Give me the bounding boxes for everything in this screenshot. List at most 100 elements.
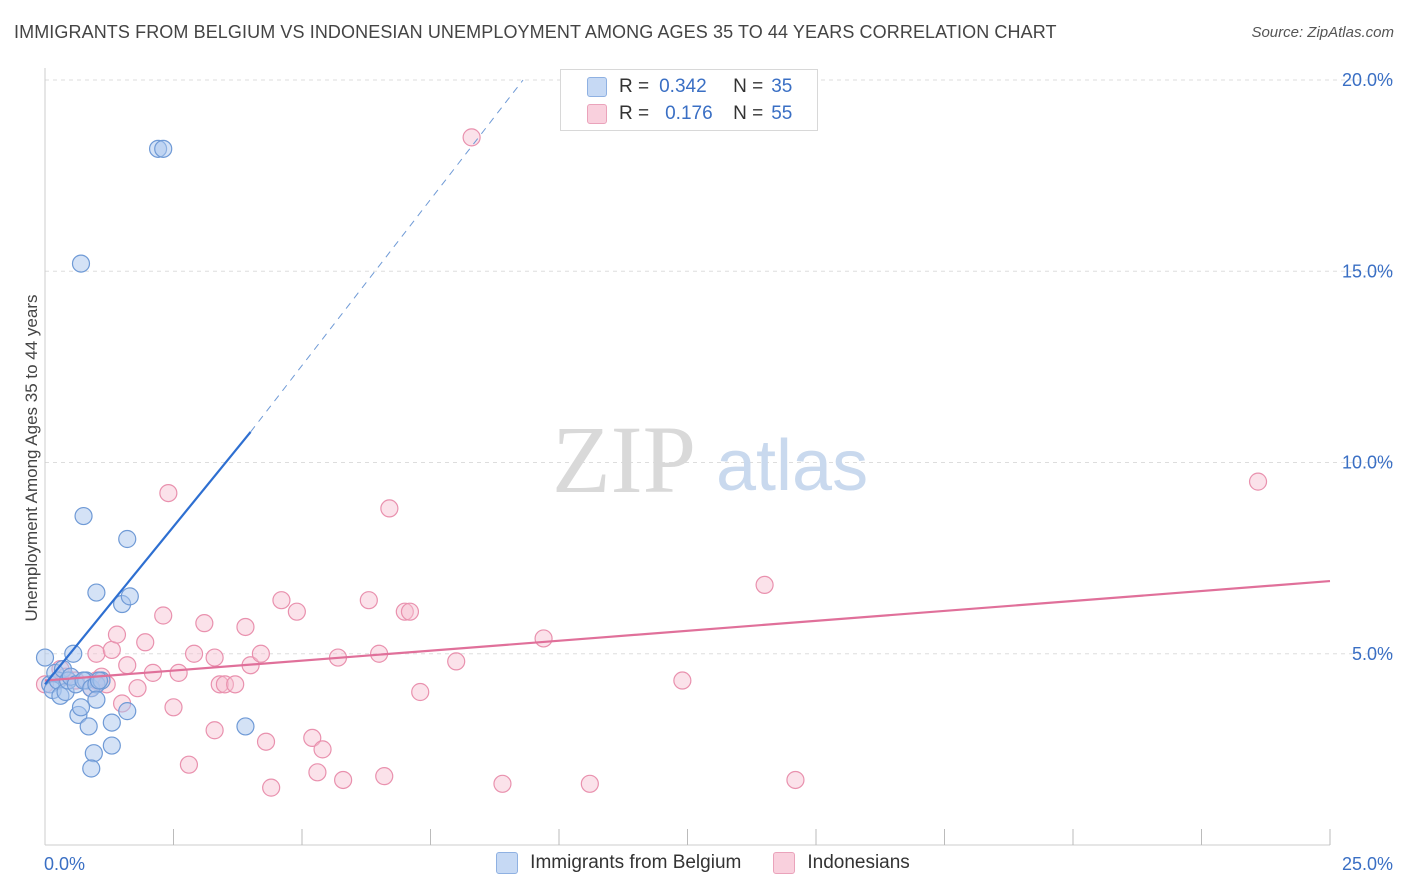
indonesians-point-53[interactable]	[755, 575, 774, 595]
indonesians-point-33[interactable]	[272, 591, 291, 610]
watermark-zip: ZIP	[552, 406, 696, 513]
legend-n-value-belgium: 35	[771, 76, 793, 97]
indonesians-point-31[interactable]	[256, 732, 276, 751]
indonesians-point-44[interactable]	[395, 602, 414, 621]
trend-lines	[44, 79, 1331, 686]
legend-r-label: R =	[619, 76, 650, 97]
legend-item-belgium[interactable]: Immigrants from Belgium	[496, 852, 741, 874]
indonesians-point-26[interactable]	[215, 675, 234, 694]
legend-swatch-indonesians	[587, 104, 607, 124]
y-tick-label-2: 15.0%	[1342, 261, 1393, 281]
indonesians-point-23[interactable]	[205, 648, 224, 667]
indonesians-point-48[interactable]	[462, 128, 481, 147]
indonesians-point-14[interactable]	[136, 633, 155, 652]
x-tick-label-min: 0.0%	[44, 854, 85, 874]
indonesians-point-20[interactable]	[179, 755, 199, 774]
watermark-atlas: atlas	[716, 426, 868, 506]
belgium-point-27[interactable]	[102, 736, 121, 755]
legend-label-indonesians: Indonesians	[807, 852, 910, 873]
indonesians-point-50[interactable]	[534, 629, 553, 648]
series-belgium-points	[35, 139, 255, 778]
legend-swatch-belgium	[587, 77, 607, 97]
indonesians-point-45[interactable]	[400, 602, 420, 621]
indonesians-point-40[interactable]	[359, 591, 378, 610]
belgium-trend-line	[44, 431, 252, 686]
x-tick-label-max: 25.0%	[1342, 854, 1393, 874]
belgium-point-35[interactable]	[236, 717, 255, 736]
indonesians-point-19[interactable]	[169, 663, 188, 682]
indonesians-point-55[interactable]	[1248, 472, 1268, 491]
belgium-point-20[interactable]	[84, 744, 103, 763]
series-legend: Immigrants from Belgium Indonesians	[0, 852, 1406, 874]
belgium-point-14[interactable]	[74, 506, 93, 526]
legend-item-indonesians[interactable]: Indonesians	[773, 852, 910, 874]
belgium-point-13[interactable]	[71, 698, 91, 717]
indonesians-point-18[interactable]	[164, 698, 183, 717]
chart-title: IMMIGRANTS FROM BELGIUM VS INDONESIAN UN…	[14, 22, 1057, 42]
x-tick-labels: 0.0% 25.0%	[44, 854, 1393, 874]
belgium-trend-extension	[250, 79, 524, 433]
watermark: ZIP atlas	[552, 406, 868, 513]
legend-swatch-indonesians	[773, 852, 796, 874]
indonesians-point-16[interactable]	[154, 606, 173, 625]
source-note: Source: ZipAtlas.com	[1251, 24, 1394, 41]
legend-r-value-belgium: 0.342	[659, 76, 707, 97]
indonesians-point-12[interactable]	[118, 656, 137, 675]
indonesians-point-13[interactable]	[128, 679, 147, 698]
indonesians-point-49[interactable]	[493, 774, 512, 793]
indonesians-point-52[interactable]	[673, 671, 692, 690]
belgium-point-10[interactable]	[64, 644, 83, 663]
indonesians-point-25[interactable]	[210, 675, 229, 694]
indonesians-point-24[interactable]	[205, 721, 224, 740]
legend-r-value-indonesians: 0.176	[665, 103, 713, 124]
indonesians-point-27[interactable]	[226, 675, 245, 694]
indonesians-point-21[interactable]	[184, 644, 204, 663]
gridlines	[45, 79, 1395, 655]
indonesians-point-37[interactable]	[313, 740, 332, 759]
legend-n-value-indonesians: 55	[771, 103, 793, 124]
belgium-point-26[interactable]	[89, 671, 109, 690]
belgium-point-21[interactable]	[82, 759, 101, 778]
belgium-point-23[interactable]	[87, 690, 106, 709]
indonesians-trend-line	[44, 579, 1331, 682]
belgium-point-28[interactable]	[102, 713, 121, 732]
belgium-point-30[interactable]	[118, 702, 137, 721]
legend-r-label: R =	[619, 103, 650, 124]
indonesians-point-42[interactable]	[375, 767, 394, 786]
x-ticks	[173, 829, 1331, 845]
y-tick-label-3: 20.0%	[1342, 70, 1393, 90]
belgium-point-31[interactable]	[118, 529, 137, 549]
indonesians-point-43[interactable]	[380, 499, 399, 518]
indonesians-point-10[interactable]	[107, 625, 127, 644]
y-tick-label-1: 10.0%	[1342, 453, 1393, 473]
indonesians-point-28[interactable]	[236, 617, 255, 637]
indonesians-point-54[interactable]	[786, 770, 805, 790]
correlation-legend: R = 0.342 N = 35 R = 0.176 N = 55	[560, 69, 818, 131]
belgium-point-18[interactable]	[79, 717, 98, 736]
indonesians-point-22[interactable]	[195, 614, 214, 633]
legend-row-indonesians: R = 0.176 N = 55	[587, 101, 792, 127]
indonesians-point-35[interactable]	[303, 728, 322, 748]
belgium-point-32[interactable]	[120, 587, 139, 606]
belgium-point-16[interactable]	[71, 254, 91, 273]
indonesians-point-39[interactable]	[334, 770, 353, 790]
legend-label-belgium: Immigrants from Belgium	[530, 852, 742, 873]
belgium-point-24[interactable]	[87, 583, 106, 602]
indonesians-point-47[interactable]	[447, 652, 466, 671]
belgium-point-0[interactable]	[35, 648, 55, 667]
legend-swatch-belgium	[496, 852, 519, 874]
belgium-point-34[interactable]	[154, 139, 173, 158]
indonesians-point-30[interactable]	[251, 644, 270, 663]
indonesians-point-51[interactable]	[580, 774, 599, 793]
indonesians-point-34[interactable]	[287, 602, 306, 621]
y-tick-labels: 5.0% 10.0% 15.0% 20.0%	[1342, 70, 1393, 664]
indonesians-point-32[interactable]	[262, 778, 281, 797]
indonesians-point-17[interactable]	[159, 484, 178, 503]
legend-n-label: N =	[733, 103, 764, 124]
indonesians-point-36[interactable]	[308, 763, 327, 782]
indonesians-point-9[interactable]	[102, 640, 121, 660]
indonesians-point-6[interactable]	[87, 644, 106, 663]
y-tick-label-0: 5.0%	[1352, 644, 1393, 664]
indonesians-point-46[interactable]	[411, 682, 430, 702]
